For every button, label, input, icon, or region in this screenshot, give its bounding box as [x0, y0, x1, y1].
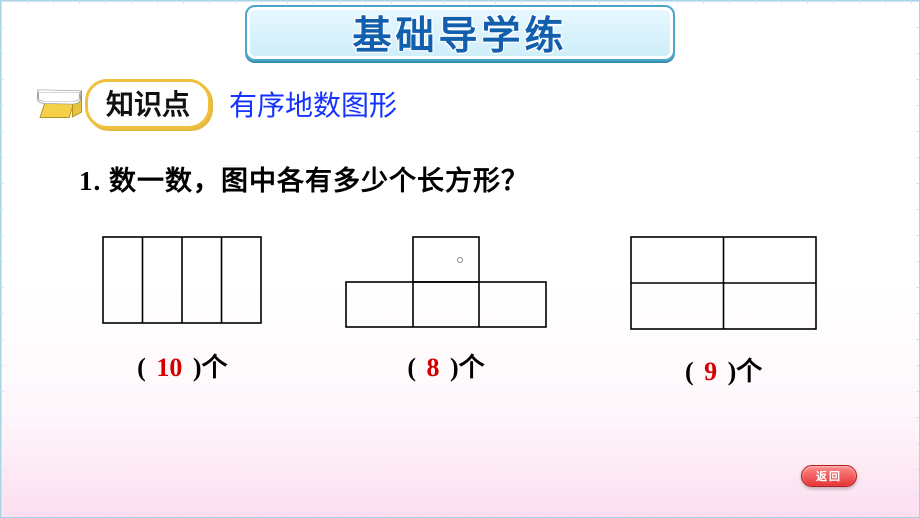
figures-row: ( 10 )个 ( 8 )个 — [1, 231, 919, 388]
figure-b-svg — [340, 231, 552, 331]
book-icon — [33, 84, 91, 124]
knowledge-chip: 知识点 — [85, 79, 211, 129]
answer-a-value: 10 — [152, 353, 186, 382]
answer-c: ( 9 )个 — [685, 351, 762, 388]
answer-a-prefix: ( — [137, 353, 146, 382]
answer-b-suffix: )个 — [450, 353, 485, 382]
title-text: 基础导学练 — [352, 5, 567, 61]
figure-a: ( 10 )个 — [97, 231, 267, 388]
answer-a-suffix: )个 — [193, 353, 228, 382]
answer-b-prefix: ( — [407, 353, 416, 382]
back-button-label: 返回 — [816, 468, 842, 484]
answer-b-value: 8 — [422, 353, 443, 382]
figure-a-svg — [97, 231, 267, 331]
back-button[interactable]: 返回 — [801, 465, 857, 487]
figure-c-svg — [625, 231, 823, 335]
answer-c-value: 9 — [700, 357, 721, 386]
knowledge-row: 知识点 有序地数图形 — [33, 79, 397, 129]
answer-a: ( 10 )个 — [137, 347, 227, 384]
knowledge-subtitle: 有序地数图形 — [229, 84, 397, 124]
answer-c-suffix: )个 — [728, 357, 763, 386]
answer-c-prefix: ( — [685, 357, 694, 386]
title-banner: 基础导学练 — [245, 5, 675, 61]
knowledge-chip-label: 知识点 — [106, 90, 190, 121]
figure-c: ( 9 )个 — [625, 231, 823, 388]
answer-b: ( 8 )个 — [407, 347, 484, 384]
figure-b: ( 8 )个 — [340, 231, 552, 388]
question-text: 1. 数一数，图中各有多少个长方形？ — [79, 159, 529, 198]
